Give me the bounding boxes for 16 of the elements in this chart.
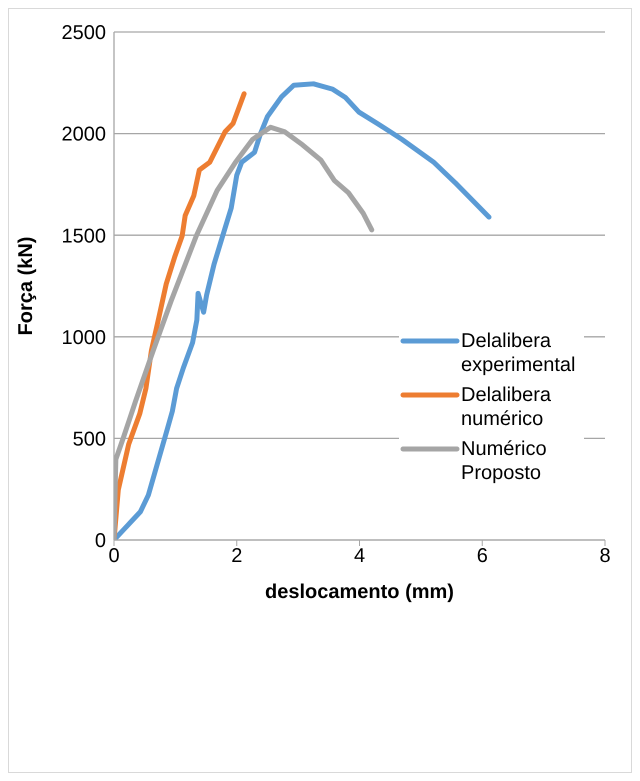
x-tick-label: 0 [108, 545, 120, 568]
x-tick-label: 2 [231, 545, 242, 568]
y-tick-label: 0 [94, 530, 106, 552]
y-axis-title: Força (kN) [15, 236, 38, 336]
y-tick-label: 1000 [62, 326, 106, 349]
y-tick-label: 2000 [62, 124, 106, 146]
y-tick-label: 2500 [62, 22, 106, 44]
x-tick-label: 6 [476, 545, 488, 568]
x-tick-label: 4 [354, 545, 366, 568]
legend-label: Numérico Proposto [461, 437, 548, 485]
y-tick-label: 1500 [62, 225, 106, 248]
x-axis-title: deslocamento (mm) [265, 581, 454, 603]
y-tick-label: 500 [72, 428, 106, 450]
legend-label: Delalibera numérico [461, 383, 552, 431]
legend-label: Delalibera experimental [461, 329, 577, 377]
x-tick-label: 8 [599, 545, 611, 568]
